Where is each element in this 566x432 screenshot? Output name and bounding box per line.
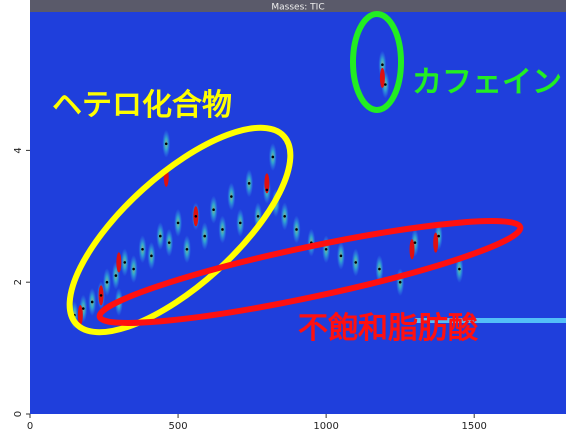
peak-dot xyxy=(221,228,224,231)
y-tick-label: 0 xyxy=(13,411,24,417)
peak-dot xyxy=(458,268,461,271)
peak-dot xyxy=(378,268,381,271)
x-tick-label: 0 xyxy=(27,421,33,432)
peak-dot xyxy=(399,281,402,284)
y-tick-label: 4 xyxy=(13,147,24,153)
peak-dot xyxy=(354,261,357,264)
peak-dot xyxy=(123,261,126,264)
peak-dot xyxy=(239,222,242,225)
x-tick-label: 500 xyxy=(169,421,188,432)
peak-dot xyxy=(100,294,103,297)
peak-dot xyxy=(82,307,85,310)
peak-dot xyxy=(168,241,171,244)
peak-dot xyxy=(283,215,286,218)
peak-dot xyxy=(186,248,189,251)
peak-dot xyxy=(159,235,162,238)
peak-dot xyxy=(91,301,94,304)
peak-dot xyxy=(381,63,384,66)
peak-dot xyxy=(195,215,198,218)
peak-dot xyxy=(272,156,275,159)
peak-dot xyxy=(132,268,135,271)
chart-title: Masses: TIC xyxy=(271,3,324,13)
peak-dot xyxy=(295,228,298,231)
peak-dot xyxy=(266,189,269,192)
peak-dot xyxy=(165,143,168,146)
peak-dot xyxy=(106,281,109,284)
y-tick-label: 2 xyxy=(13,279,24,285)
chart: Masses: TIC ヘテロ化合物 カフェイン 不飽和脂肪酸 0 500 1000… xyxy=(0,0,566,432)
annotation: カフェイン xyxy=(412,65,562,100)
peak-dot xyxy=(203,235,206,238)
peak-dot xyxy=(150,255,153,258)
peak-dot xyxy=(141,248,144,251)
annotation: ヘテロ化合物 xyxy=(52,88,232,123)
peak-dot xyxy=(325,248,328,251)
x-tick-label: 1000 xyxy=(313,421,338,432)
peak-dot xyxy=(340,255,343,258)
peak-dot xyxy=(212,208,215,211)
peak-dot xyxy=(414,241,417,244)
peak-dot xyxy=(437,235,440,238)
peak-dot xyxy=(257,215,260,218)
annotation: 不飽和脂肪酸 xyxy=(298,311,479,346)
peak-dot xyxy=(230,195,233,198)
peak-dot xyxy=(248,182,251,185)
peak-dot xyxy=(177,222,180,225)
peak-dot xyxy=(115,274,118,277)
x-tick-label: 1500 xyxy=(461,421,486,432)
peak-dot xyxy=(384,83,387,86)
hotspot xyxy=(116,252,121,272)
